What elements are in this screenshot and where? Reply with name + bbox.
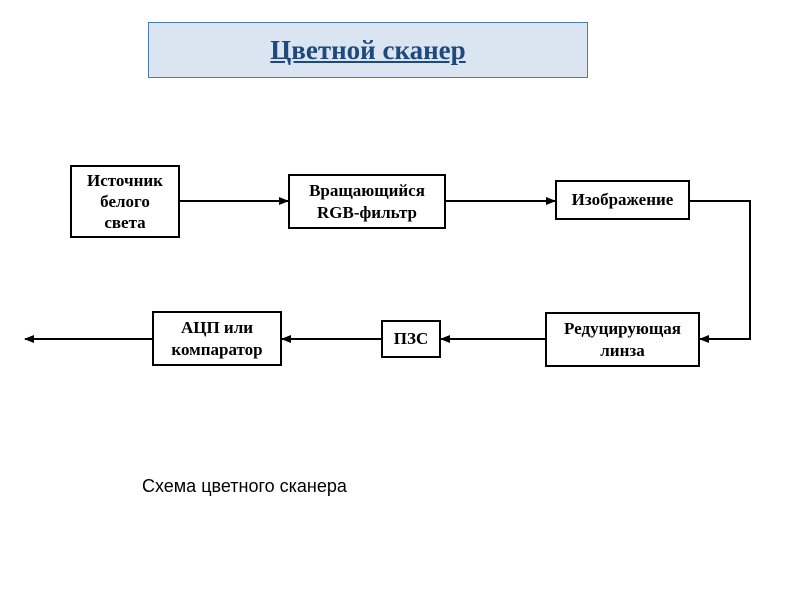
node-source: Источникбелогосвета <box>70 165 180 238</box>
diagram-caption: Схема цветного сканера <box>142 476 347 497</box>
node-ccd: ПЗС <box>381 320 441 358</box>
flow-diagram: Источникбелогосвета ВращающийсяRGB-фильтр… <box>10 150 770 420</box>
page-title: Цветной сканер <box>270 35 465 66</box>
node-adc: АЦП иликомпаратор <box>152 311 282 366</box>
node-filter: ВращающийсяRGB-фильтр <box>288 174 446 229</box>
node-image: Изображение <box>555 180 690 220</box>
node-lens: Редуцирующаялинза <box>545 312 700 367</box>
page-title-box: Цветной сканер <box>148 22 588 78</box>
